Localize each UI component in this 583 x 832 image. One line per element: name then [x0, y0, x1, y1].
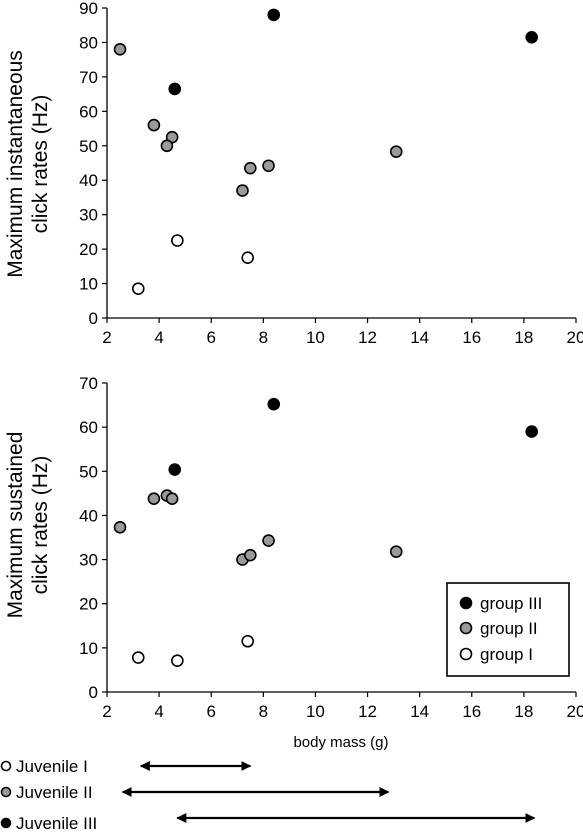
bottom-x-tick-label: 4 — [154, 702, 163, 721]
legend-marker-group-iii — [459, 596, 473, 610]
bottom-point-group-iii — [267, 397, 281, 411]
bottom-y-tick-label: 40 — [79, 506, 98, 525]
top-y-tick-label: 0 — [89, 309, 98, 328]
bottom-x-tick-label: 8 — [259, 702, 268, 721]
juvenile-iii-label: Juvenile III — [16, 814, 97, 832]
top-point-group-ii — [236, 184, 249, 197]
top-ylabel-line-2: click rates (Hz) — [29, 95, 52, 234]
top-point-group-iii — [168, 82, 182, 96]
top-y-tick-label: 50 — [79, 137, 98, 156]
legend-marker-group-i — [459, 647, 473, 661]
top-y-tick-label: 60 — [79, 102, 98, 121]
bottom-y-tick-label: 0 — [89, 683, 98, 702]
top-y-tick-label: 20 — [79, 240, 98, 259]
juvenile-iii-marker — [0, 817, 12, 829]
top-point-group-ii — [389, 145, 403, 158]
bottom-y-tick-label: 10 — [79, 639, 98, 658]
top-x-tick-label: 18 — [514, 328, 533, 347]
legend-label-group-i: group I — [480, 645, 533, 664]
legend: group III group II group I — [446, 582, 570, 677]
top-y-tick-label: 10 — [79, 275, 98, 294]
top-point-group-ii — [262, 159, 275, 173]
bottom-x-tick-label: 12 — [358, 702, 377, 721]
legend-marker-group-ii — [459, 621, 473, 635]
legend-label-group-iii: group III — [480, 594, 542, 613]
bottom-y-tick-label: 50 — [79, 462, 98, 481]
top-x-tick-label: 12 — [358, 328, 377, 347]
bottom-x-tick-label: 18 — [514, 702, 533, 721]
top-y-tick-label: 70 — [79, 68, 98, 87]
bottom-point-group-ii — [147, 492, 161, 505]
top-y-tick-label: 80 — [79, 33, 98, 52]
top-x-tick-label: 6 — [206, 328, 215, 347]
top-point-group-ii — [113, 43, 127, 56]
bottom-point-group-i — [131, 651, 145, 664]
bottom-x-tick-label: 2 — [102, 702, 111, 721]
top-ylabel-line-1: Maximum instantaneous — [4, 50, 27, 278]
juvenile-i-marker — [0, 760, 12, 772]
top-point-group-iii — [267, 8, 281, 22]
top-point-group-ii — [160, 139, 174, 153]
top-point-group-ii — [244, 161, 257, 175]
juvenile-ii-marker — [0, 786, 12, 798]
bottom-x-tick-label: 6 — [206, 702, 215, 721]
bottom-point-group-ii — [244, 548, 257, 562]
top-x-tick-label: 14 — [410, 328, 429, 347]
top-point-group-iii — [525, 30, 539, 44]
bottom-point-group-ii — [113, 521, 127, 534]
bottom-ylabel-line-2: click rates (Hz) — [29, 456, 52, 595]
top-x-tick-label: 20 — [567, 328, 583, 347]
top-point-group-ii — [147, 118, 161, 132]
top-x-tick-label: 8 — [259, 328, 268, 347]
bottom-point-group-ii — [165, 492, 179, 505]
bottom-point-group-ii — [389, 545, 403, 558]
bottom-xlabel: body mass (g) — [293, 734, 388, 751]
juvenile-ii-label: Juvenile II — [16, 783, 93, 802]
top-point-group-i — [131, 282, 145, 296]
top-panel: Maximum instantaneous click rates (Hz) 0… — [4, 0, 583, 347]
bottom-y-tick-label: 70 — [79, 374, 98, 393]
top-point-group-i — [171, 234, 184, 247]
bottom-point-group-i — [171, 654, 184, 667]
bottom-x-tick-label: 20 — [567, 702, 583, 721]
top-y-tick-label: 90 — [79, 0, 98, 18]
juvenile-ranges: Juvenile I Juvenile II Juvenile III — [0, 757, 536, 832]
bottom-point-group-iii — [525, 425, 539, 438]
bottom-point-group-i — [241, 634, 254, 648]
top-x-tick-label: 16 — [462, 328, 481, 347]
bottom-x-tick-label: 10 — [306, 702, 325, 721]
top-x-tick-label: 2 — [102, 328, 111, 347]
legend-label-group-ii: group II — [480, 619, 538, 638]
top-x-tick-label: 4 — [154, 328, 163, 347]
bottom-x-tick-label: 14 — [410, 702, 429, 721]
bottom-point-group-iii — [168, 463, 182, 476]
bottom-y-tick-label: 30 — [79, 551, 98, 570]
bottom-panel: Maximum sustained click rates (Hz) body … — [4, 374, 583, 751]
top-point-group-i — [241, 251, 254, 265]
bottom-point-group-ii — [262, 534, 275, 547]
top-x-tick-label: 10 — [306, 328, 325, 347]
juvenile-i-label: Juvenile I — [16, 757, 88, 776]
bottom-y-tick-label: 20 — [79, 595, 98, 614]
bottom-ylabel-line-1: Maximum sustained — [4, 432, 27, 619]
bottom-x-tick-label: 16 — [462, 702, 481, 721]
bottom-y-tick-label: 60 — [79, 418, 98, 437]
top-y-tick-label: 30 — [79, 206, 98, 225]
top-y-tick-label: 40 — [79, 171, 98, 190]
